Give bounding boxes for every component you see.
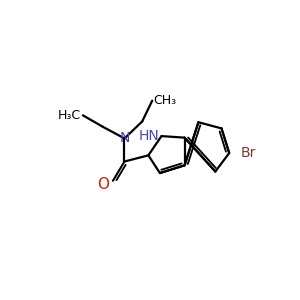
- Text: O: O: [97, 177, 109, 192]
- Text: N: N: [119, 131, 130, 146]
- Text: H₃C: H₃C: [58, 109, 81, 122]
- Text: Br: Br: [241, 146, 256, 160]
- Text: HN: HN: [138, 129, 159, 143]
- Text: CH₃: CH₃: [154, 94, 177, 107]
